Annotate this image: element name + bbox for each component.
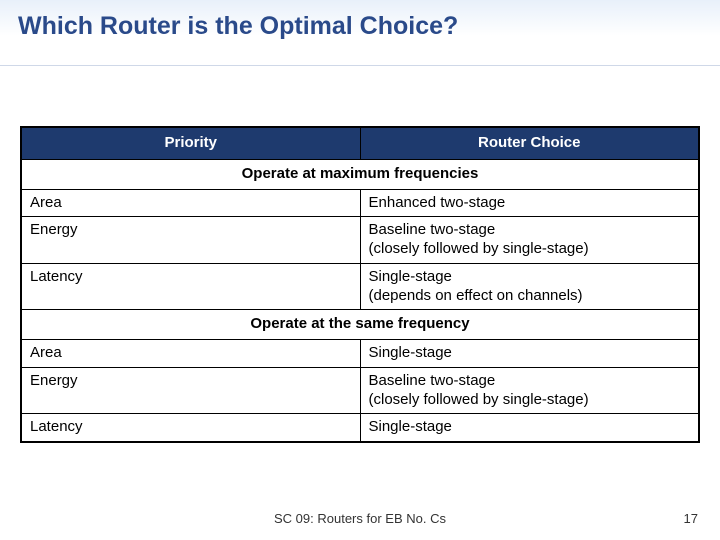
priority-cell: Area bbox=[22, 189, 361, 217]
choice-cell: Baseline two-stage(closely followed by s… bbox=[360, 217, 699, 264]
priority-cell: Latency bbox=[22, 263, 361, 310]
table-row: Energy Baseline two-stage(closely follow… bbox=[22, 367, 699, 414]
col-header-priority: Priority bbox=[22, 128, 361, 160]
choice-cell: Enhanced two-stage bbox=[360, 189, 699, 217]
choice-cell: Single-stage bbox=[360, 414, 699, 442]
section-max-freq: Operate at maximum frequencies bbox=[22, 159, 699, 189]
priority-cell: Energy bbox=[22, 367, 361, 414]
priority-cell: Area bbox=[22, 340, 361, 368]
table-row: Energy Baseline two-stage(closely follow… bbox=[22, 217, 699, 264]
col-header-choice: Router Choice bbox=[360, 128, 699, 160]
table-row: Area Enhanced two-stage bbox=[22, 189, 699, 217]
slide-title: Which Router is the Optimal Choice? bbox=[18, 12, 458, 41]
slide-footer: SC 09: Routers for EB No. Cs bbox=[0, 511, 720, 526]
header-band: Which Router is the Optimal Choice? bbox=[0, 0, 720, 66]
section-same-freq: Operate at the same frequency bbox=[22, 310, 699, 340]
table-row: Latency Single-stage bbox=[22, 414, 699, 442]
page-number: 17 bbox=[684, 511, 698, 526]
priority-cell: Energy bbox=[22, 217, 361, 264]
choice-cell: Single-stage(depends on effect on channe… bbox=[360, 263, 699, 310]
table-row: Latency Single-stage(depends on effect o… bbox=[22, 263, 699, 310]
table-row: Area Single-stage bbox=[22, 340, 699, 368]
priority-cell: Latency bbox=[22, 414, 361, 442]
router-table: Priority Router Choice Operate at maximu… bbox=[20, 126, 700, 443]
choice-cell: Single-stage bbox=[360, 340, 699, 368]
choice-cell: Baseline two-stage(closely followed by s… bbox=[360, 367, 699, 414]
